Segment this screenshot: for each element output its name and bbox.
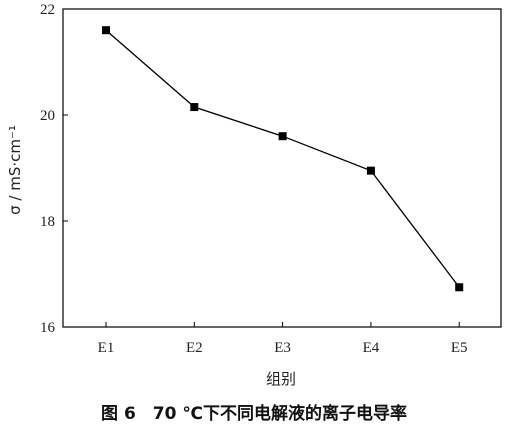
figure-caption: 图 6 70 ℃下不同电解液的离子电导率 <box>101 403 407 424</box>
y-axis: 16 18 20 22 <box>40 2 68 336</box>
x-axis: E1 E2 E3 E4 E5 <box>98 322 468 356</box>
y-axis-title: σ / mS·cm⁻¹ <box>6 125 24 215</box>
plot-area-border <box>62 8 502 328</box>
x-tick-label: E2 <box>186 340 203 356</box>
y-tick-label: 18 <box>40 214 55 230</box>
x-axis-title: 组别 <box>266 370 296 388</box>
data-point-marker <box>278 132 287 141</box>
y-tick-label: 22 <box>40 2 55 18</box>
series-line <box>105 29 460 288</box>
data-point-marker <box>366 166 375 175</box>
data-point-marker <box>455 283 464 292</box>
series <box>102 26 464 292</box>
y-tick-label: 16 <box>40 320 56 336</box>
x-tick-label: E3 <box>274 340 291 356</box>
x-tick-label: E5 <box>451 340 468 356</box>
data-point-marker <box>190 103 199 112</box>
y-tick-label: 20 <box>40 108 55 124</box>
plot-frame <box>62 8 502 328</box>
data-point-marker <box>102 26 110 35</box>
x-tick-label: E1 <box>98 340 115 356</box>
x-tick-label: E4 <box>363 340 380 356</box>
